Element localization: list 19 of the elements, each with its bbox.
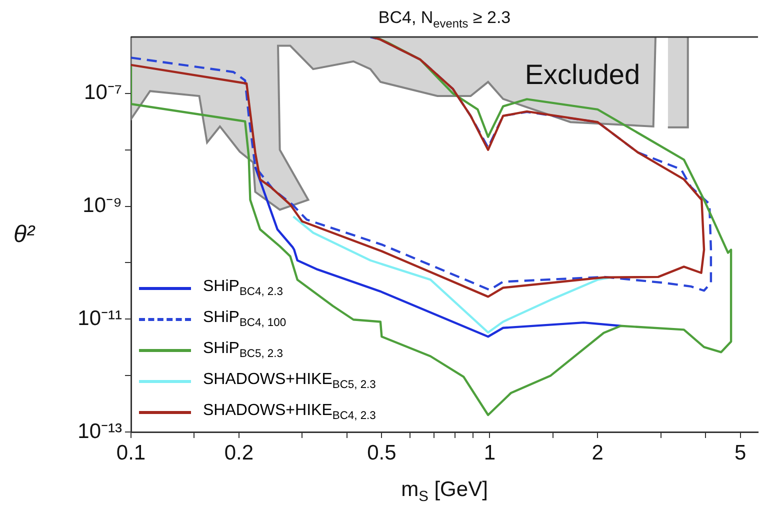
x-tick-label: 5	[734, 441, 746, 464]
x-tick-label: 0.1	[116, 441, 146, 464]
y-tick-label: 10⁻⁷	[84, 81, 122, 104]
x-tick-label: 2	[592, 441, 604, 464]
y-axis-title: θ²	[13, 220, 35, 248]
annotation: Excluded	[524, 59, 640, 90]
x-tick-label: 0.2	[224, 441, 254, 464]
y-tick-label: 10⁻¹¹	[78, 306, 122, 330]
legend-label: SHiP$_{BC4, 2.3}$	[203, 278, 283, 299]
legend-label: SHiP$_{BC4, 100}$	[203, 309, 286, 330]
chart-title: BC4, N$_{events}$ ≥ 2.3	[378, 8, 511, 30]
y-tick-label: 10⁻⁹	[82, 194, 122, 218]
legend-label: SHADOWS+HIKE$_{BC5, 2.3}$	[203, 371, 376, 392]
x-tick-label: 1	[484, 441, 496, 464]
legend-label: SHADOWS+HIKE$_{BC4, 2.3}$	[203, 402, 376, 423]
legend-label: SHiP$_{BC5, 2.3}$	[203, 340, 283, 361]
x-tick-label: 0.5	[367, 441, 396, 464]
x-axis-title: m$_{S}$ [GeV]	[401, 478, 488, 506]
y-tick-label: 10⁻¹³	[78, 420, 122, 443]
